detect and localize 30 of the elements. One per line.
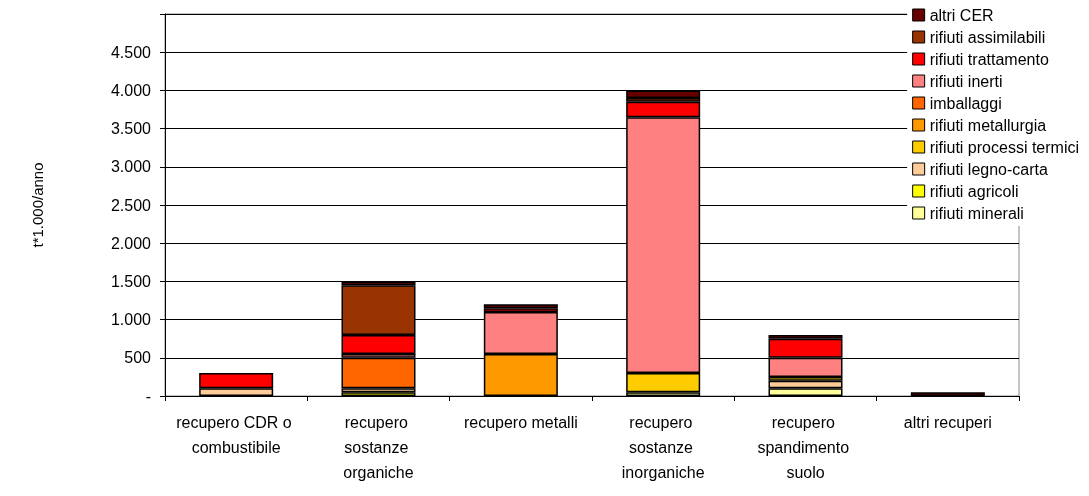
y-tick-label: 1.000	[110, 311, 152, 329]
y-tick-label: 2.000	[110, 234, 152, 252]
legend-label: rifiuti legno-carta	[929, 160, 1049, 178]
y-tick-label: 3.000	[110, 158, 152, 176]
y-tick-label: 3.500	[110, 120, 152, 138]
legend-label: rifiuti minerali	[929, 204, 1024, 222]
bar	[483, 304, 558, 309]
x-tick-label: recupero sostanze inorganiche	[621, 414, 705, 481]
legend-label: rifiuti agricoli	[929, 182, 1019, 200]
y-tick-label: -	[145, 387, 151, 405]
bar	[910, 392, 985, 396]
bar	[341, 392, 416, 396]
x-tick-label: altri recuperi	[903, 414, 992, 431]
y-tick-label: 500	[124, 349, 152, 367]
x-tick-label: recupero spandimento suolo	[757, 414, 854, 481]
x-tick-label: recupero metalli	[463, 414, 578, 431]
y-tick-label: 4.000	[110, 81, 152, 99]
y-tick-label: 1.500	[110, 272, 152, 290]
legend-label: rifiuti inerti	[929, 72, 1003, 90]
y-axis-title: t*1.000/anno	[29, 162, 46, 248]
legend-label: rifiuti assimilabili	[929, 28, 1046, 46]
y-tick-label: 2.500	[110, 196, 152, 214]
y-tick-label: 4.500	[110, 43, 152, 61]
legend-label: imballaggi	[929, 94, 1002, 112]
x-tick-label: recupero sostanze organiche	[343, 414, 414, 481]
x-tick-label: recupero CDR o combustibile	[176, 414, 297, 456]
legend-label: rifiuti processi termici	[929, 138, 1079, 156]
legend-label: rifiuti trattamento	[929, 50, 1049, 68]
legend-label: altri CER	[929, 6, 994, 24]
legend-label: rifiuti metallurgia	[929, 116, 1047, 134]
